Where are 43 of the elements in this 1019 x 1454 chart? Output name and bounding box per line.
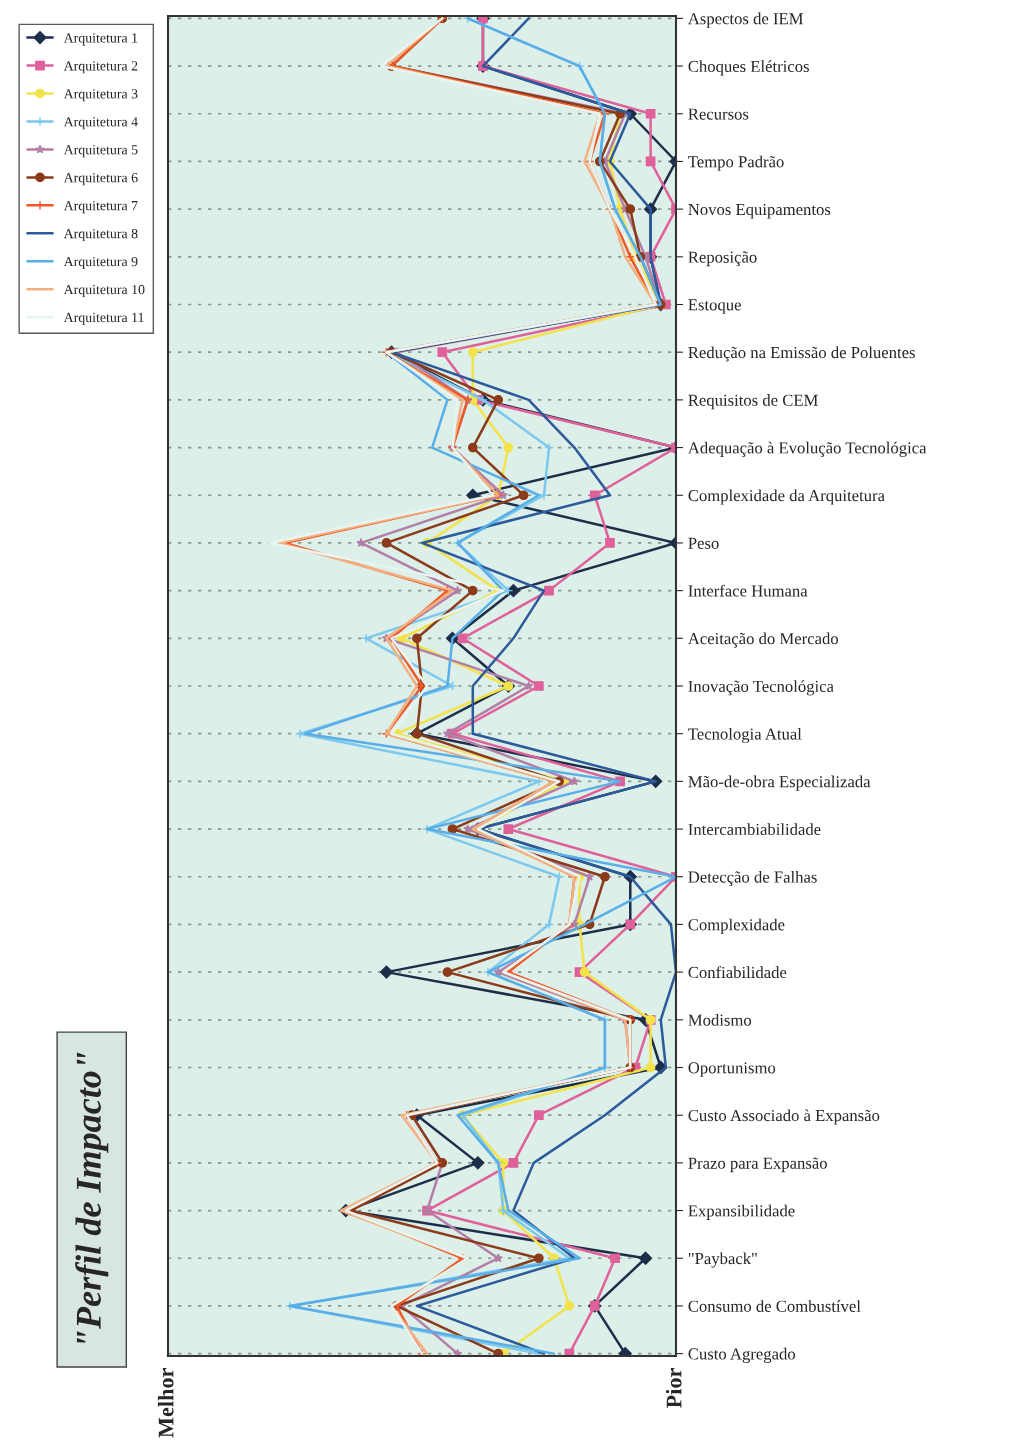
y-tick-label: Aspectos de IEM xyxy=(687,12,804,28)
y-tick-label: Prazo para Expansão xyxy=(688,1157,827,1173)
y-tick-label: Mão-de-obra Especializada xyxy=(688,775,871,791)
legend-label: Arquitetura 3 xyxy=(63,89,138,102)
text: "Perfil de Impacto" xyxy=(75,1052,109,1343)
y-tick-label: Custo Associado à Expansão xyxy=(688,1109,880,1125)
text: Melhor xyxy=(157,1368,174,1438)
y-tick-label: Intercambiabilidade xyxy=(688,823,821,836)
y-tick-label: Recursos xyxy=(688,108,749,120)
legend-label: Arquitetura 7 xyxy=(63,201,138,214)
legend-label: Arquitetura 5 xyxy=(63,145,138,158)
y-tick-label: Tempo Padrão xyxy=(688,155,784,171)
y-tick-label: Complexidade da Arquitetura xyxy=(688,489,885,505)
y-tick-label: Novos Equipamentos xyxy=(688,203,831,219)
y-tick-label: Choques Elétricos xyxy=(688,60,809,76)
legend-label: Arquitetura 11 xyxy=(63,312,144,325)
y-tick-label: Peso xyxy=(688,537,719,549)
y-tick-label: Custo Agregado xyxy=(688,1347,796,1363)
y-tick-label: Expansibilidade xyxy=(688,1204,795,1220)
legend-label: Arquitetura 10 xyxy=(63,284,145,298)
legend-label: Arquitetura 8 xyxy=(63,228,138,242)
y-tick-label: Requisitos de CEM xyxy=(688,394,818,410)
y-tick-label: Complexidade xyxy=(688,918,785,934)
y-tick-label: Inovação Tecnológica xyxy=(688,680,834,696)
legend-label: Arquitetura 9 xyxy=(63,256,138,270)
y-tick-label: Detecção de Falhas xyxy=(688,870,817,887)
legend-label: Arquitetura 4 xyxy=(63,117,138,130)
legend-label: Arquitetura 2 xyxy=(63,61,138,74)
legend-label: Arquitetura 1 xyxy=(63,33,138,46)
y-tick-label: Modismo xyxy=(688,1014,752,1026)
y-tick-label: Interface Humana xyxy=(688,584,808,597)
y-tick-label: Adequação à Evolução Tecnológica xyxy=(687,441,927,457)
y-tick-label: Tecnologia Atual xyxy=(688,727,802,744)
y-tick-label: Redução na Emissão de Poluentes xyxy=(688,346,915,362)
y-tick-label: Oportunismo xyxy=(688,1062,776,1077)
y-tick-label: Estoque xyxy=(688,299,741,314)
y-tick-label: "Payback" xyxy=(688,1252,757,1268)
y-tick-label: Aceitação do Mercado xyxy=(687,632,839,648)
y-tick-label: Confiabilidade xyxy=(688,966,787,979)
text: Pior xyxy=(665,1368,682,1408)
y-tick-label: Consumo de Combustível xyxy=(688,1300,861,1312)
legend-label: Arquitetura 6 xyxy=(63,173,138,186)
y-tick-label: Reposição xyxy=(688,251,757,267)
